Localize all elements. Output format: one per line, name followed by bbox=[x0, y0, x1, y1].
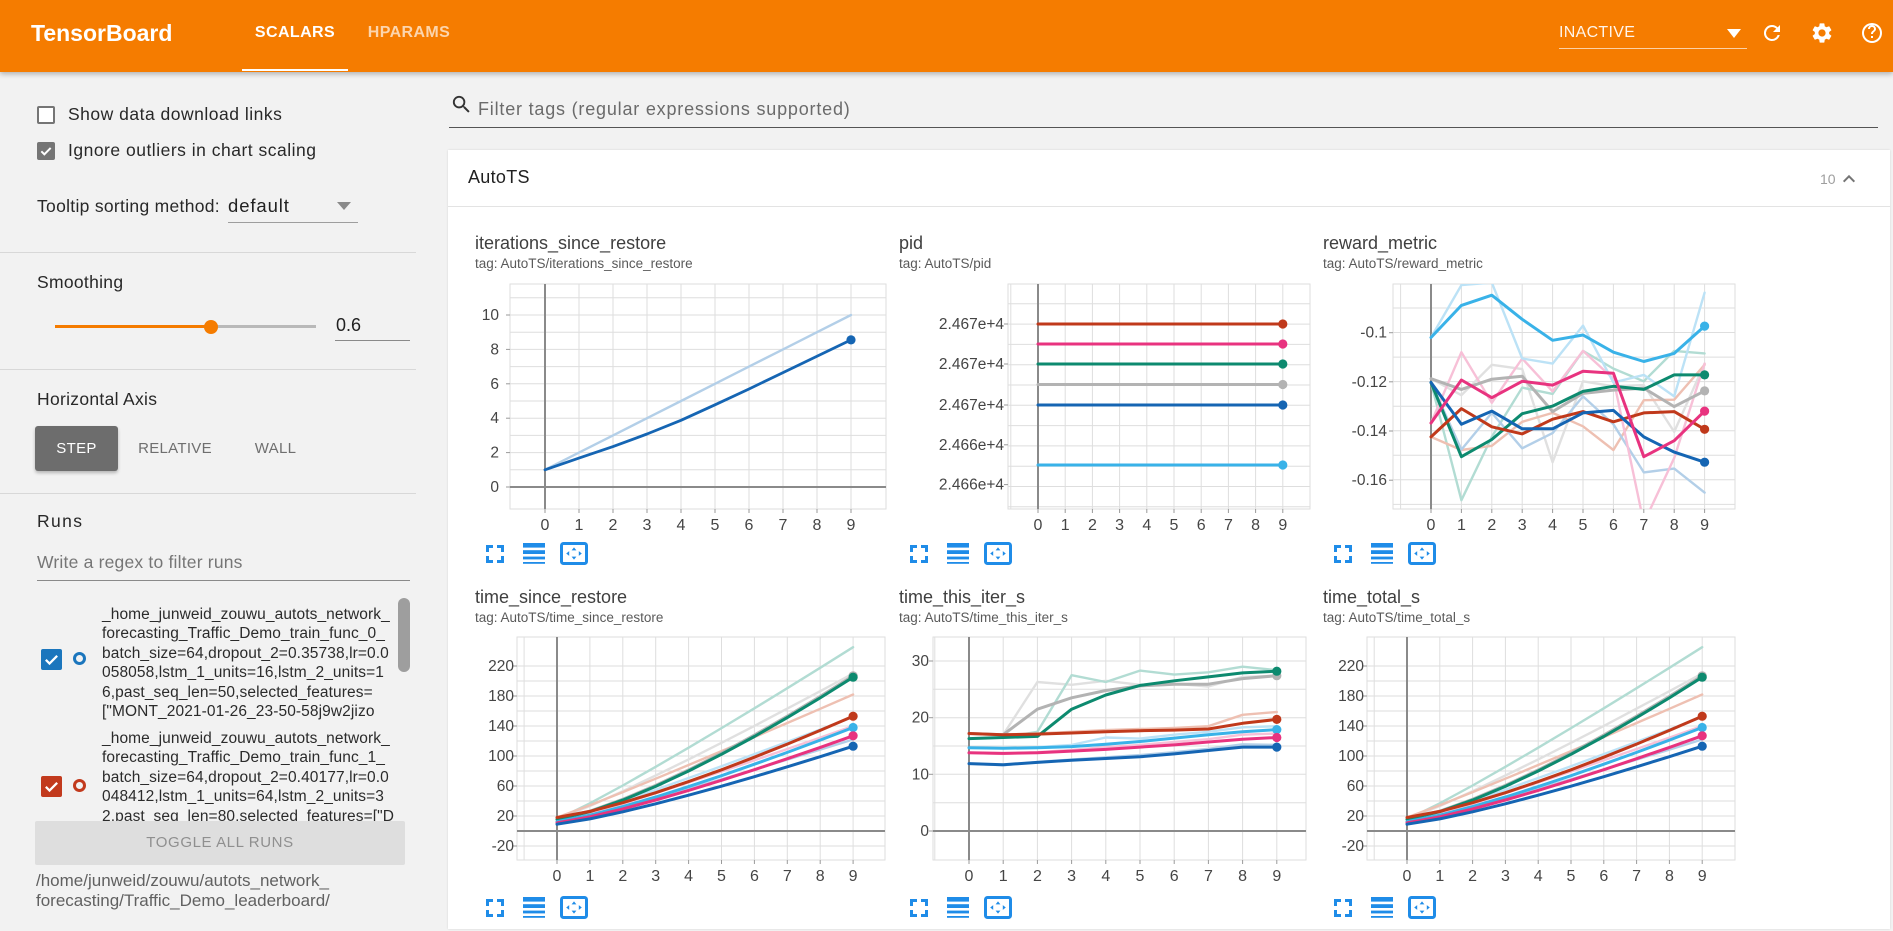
svg-text:3: 3 bbox=[1115, 517, 1124, 534]
svg-text:180: 180 bbox=[1338, 688, 1364, 705]
svg-text:3: 3 bbox=[1518, 517, 1527, 534]
svg-text:5: 5 bbox=[711, 517, 720, 534]
svg-text:8: 8 bbox=[1238, 868, 1247, 885]
svg-text:9: 9 bbox=[1278, 517, 1287, 534]
svg-text:4: 4 bbox=[1548, 517, 1557, 534]
svg-text:3: 3 bbox=[1067, 868, 1076, 885]
svg-text:3: 3 bbox=[651, 868, 660, 885]
svg-text:7: 7 bbox=[1639, 517, 1648, 534]
svg-text:2.467e+4: 2.467e+4 bbox=[939, 397, 1004, 414]
svg-text:180: 180 bbox=[488, 688, 514, 705]
svg-text:0: 0 bbox=[541, 517, 550, 534]
svg-text:100: 100 bbox=[1338, 748, 1364, 765]
svg-text:-0.12: -0.12 bbox=[1352, 374, 1387, 391]
svg-text:4: 4 bbox=[490, 410, 499, 427]
svg-text:20: 20 bbox=[497, 808, 515, 825]
svg-text:-20: -20 bbox=[1342, 838, 1365, 855]
svg-text:60: 60 bbox=[1347, 778, 1365, 795]
svg-text:7: 7 bbox=[779, 517, 788, 534]
svg-text:8: 8 bbox=[813, 517, 822, 534]
svg-text:7: 7 bbox=[1632, 868, 1641, 885]
svg-text:140: 140 bbox=[1338, 718, 1364, 735]
svg-text:0: 0 bbox=[553, 868, 562, 885]
svg-text:6: 6 bbox=[745, 517, 754, 534]
svg-text:1: 1 bbox=[999, 868, 1008, 885]
svg-text:4: 4 bbox=[677, 517, 686, 534]
svg-text:4: 4 bbox=[1534, 868, 1543, 885]
svg-text:2.467e+4: 2.467e+4 bbox=[939, 316, 1004, 333]
svg-text:8: 8 bbox=[816, 868, 825, 885]
svg-text:4: 4 bbox=[1101, 868, 1110, 885]
svg-text:-0.1: -0.1 bbox=[1360, 325, 1387, 342]
svg-text:100: 100 bbox=[488, 748, 514, 765]
svg-text:6: 6 bbox=[1609, 517, 1618, 534]
svg-text:9: 9 bbox=[847, 517, 856, 534]
svg-text:6: 6 bbox=[1197, 517, 1206, 534]
svg-text:2.466e+4: 2.466e+4 bbox=[939, 437, 1004, 454]
svg-text:60: 60 bbox=[497, 778, 515, 795]
svg-text:7: 7 bbox=[1224, 517, 1233, 534]
svg-text:9: 9 bbox=[1698, 868, 1707, 885]
svg-text:6: 6 bbox=[1599, 868, 1608, 885]
svg-text:20: 20 bbox=[912, 710, 930, 727]
svg-text:7: 7 bbox=[783, 868, 792, 885]
svg-text:6: 6 bbox=[1170, 868, 1179, 885]
svg-text:2: 2 bbox=[1033, 868, 1042, 885]
svg-text:0: 0 bbox=[965, 868, 974, 885]
svg-text:3: 3 bbox=[1501, 868, 1510, 885]
svg-text:8: 8 bbox=[1251, 517, 1260, 534]
svg-text:30: 30 bbox=[912, 653, 930, 670]
svg-text:1: 1 bbox=[1435, 868, 1444, 885]
svg-text:4: 4 bbox=[684, 868, 693, 885]
svg-text:5: 5 bbox=[1567, 868, 1576, 885]
svg-text:1: 1 bbox=[1061, 517, 1070, 534]
svg-text:2: 2 bbox=[490, 445, 499, 462]
svg-text:2: 2 bbox=[1088, 517, 1097, 534]
svg-text:1: 1 bbox=[585, 868, 594, 885]
svg-text:2.467e+4: 2.467e+4 bbox=[939, 356, 1004, 373]
svg-text:10: 10 bbox=[912, 766, 930, 783]
svg-text:6: 6 bbox=[490, 376, 499, 393]
svg-text:9: 9 bbox=[1700, 517, 1709, 534]
svg-text:20: 20 bbox=[1347, 808, 1365, 825]
svg-text:8: 8 bbox=[1670, 517, 1679, 534]
svg-text:2: 2 bbox=[1487, 517, 1496, 534]
svg-text:0: 0 bbox=[1403, 868, 1412, 885]
svg-text:9: 9 bbox=[849, 868, 858, 885]
svg-text:5: 5 bbox=[1136, 868, 1145, 885]
svg-text:2: 2 bbox=[618, 868, 627, 885]
svg-text:9: 9 bbox=[1272, 868, 1281, 885]
svg-text:-20: -20 bbox=[492, 838, 515, 855]
svg-text:-0.16: -0.16 bbox=[1352, 472, 1387, 489]
svg-text:220: 220 bbox=[488, 658, 514, 675]
svg-text:1: 1 bbox=[1457, 517, 1466, 534]
svg-text:5: 5 bbox=[1579, 517, 1588, 534]
svg-text:7: 7 bbox=[1204, 868, 1213, 885]
svg-text:2: 2 bbox=[609, 517, 618, 534]
svg-text:140: 140 bbox=[488, 718, 514, 735]
svg-text:220: 220 bbox=[1338, 658, 1364, 675]
svg-text:2: 2 bbox=[1468, 868, 1477, 885]
svg-text:0: 0 bbox=[920, 823, 929, 840]
svg-text:3: 3 bbox=[643, 517, 652, 534]
svg-text:2.466e+4: 2.466e+4 bbox=[939, 477, 1004, 494]
svg-text:6: 6 bbox=[750, 868, 759, 885]
svg-text:8: 8 bbox=[1665, 868, 1674, 885]
svg-text:0: 0 bbox=[490, 479, 499, 496]
svg-text:10: 10 bbox=[482, 307, 500, 324]
svg-text:-0.14: -0.14 bbox=[1352, 423, 1388, 440]
svg-text:0: 0 bbox=[1427, 517, 1436, 534]
svg-text:5: 5 bbox=[1170, 517, 1179, 534]
svg-text:5: 5 bbox=[717, 868, 726, 885]
svg-text:8: 8 bbox=[490, 341, 499, 358]
svg-text:0: 0 bbox=[1034, 517, 1043, 534]
svg-text:1: 1 bbox=[575, 517, 584, 534]
svg-text:4: 4 bbox=[1142, 517, 1151, 534]
